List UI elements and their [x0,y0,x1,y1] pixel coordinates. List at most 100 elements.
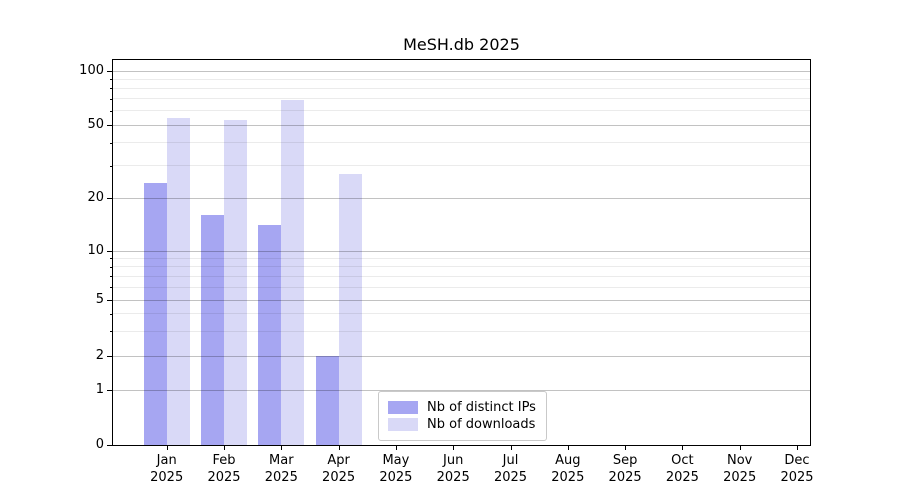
x-label-year: 2025 [150,470,184,485]
x-tick [224,446,225,450]
y-axis-label: 5 [95,292,104,307]
legend-swatch-downloads [388,418,418,431]
minor-gridline [113,87,810,89]
y-minor-tick [110,331,113,333]
x-axis-label: Mar 2025 [252,452,310,486]
legend-entry-downloads: Nb of downloads [388,417,536,432]
x-label-month: Jan [156,453,177,468]
x-tick [739,446,741,450]
major-gridline [113,70,810,72]
plot-area [112,59,811,446]
minor-gridline [113,266,810,268]
legend-label-distinct-ips: Nb of distinct IPs [427,400,536,415]
x-label-month: May [382,453,410,468]
x-axis-label: Oct 2025 [653,452,711,486]
y-axis-label: 0 [95,437,104,452]
x-label-year: 2025 [264,470,298,485]
y-minor-tick [110,266,113,268]
major-gridline [113,124,810,126]
x-tick [567,446,569,450]
x-label-year: 2025 [780,470,814,485]
x-tick [338,446,340,450]
x-label-month: Mar [269,453,294,468]
minor-gridline [113,313,810,315]
bar-distinct-ips-apr [315,356,339,445]
minor-gridline [113,142,810,144]
y-axis-label: 2 [95,348,104,363]
x-label-month: Aug [555,453,581,468]
y-minor-tick [110,88,113,90]
major-gridline [113,299,810,301]
y-minor-tick [110,79,113,81]
x-tick [682,446,684,450]
minor-gridline [113,78,810,80]
x-tick [797,446,798,450]
y-axis-label: 10 [87,243,104,258]
x-label-month: Sep [612,453,638,468]
y-axis-label: 1 [95,382,104,397]
y-major-tick [107,445,113,446]
x-label-year: 2025 [608,470,642,485]
minor-gridline [113,286,810,288]
x-axis-label: May 2025 [367,452,425,486]
y-axis-label: 20 [87,190,104,205]
x-label-month: Dec [784,453,810,468]
major-gridline [113,355,810,357]
x-axis-label: Apr 2025 [310,452,368,486]
chart-title: MeSH.db 2025 [403,35,520,54]
x-axis-label: Jan 2025 [138,452,196,486]
x-label-month: Oct [671,453,694,468]
bar-downloads-apr [338,174,362,445]
x-tick [395,446,397,450]
x-axis-label: Feb 2025 [195,452,253,486]
x-tick [166,446,168,450]
x-axis-label: Sep 2025 [596,452,654,486]
x-label-year: 2025 [493,470,528,485]
x-label-year: 2025 [379,470,413,485]
x-tick [510,446,512,450]
x-label-year: 2025 [665,470,699,485]
y-minor-tick [110,313,113,315]
legend: Nb of distinct IPs Nb of downloads [378,391,547,441]
x-tick [281,446,283,450]
x-tick [453,446,455,450]
y-minor-tick [110,98,113,100]
bar-downloads-jan [166,117,190,445]
y-minor-tick [110,276,113,278]
bar-distinct-ips-feb [201,215,224,445]
y-major-tick [107,390,113,391]
y-major-tick [107,251,113,252]
bar-distinct-ips-mar [258,225,282,445]
y-major-tick [107,356,113,357]
x-label-year: 2025 [551,470,585,485]
minor-gridline [113,110,810,112]
x-label-month: Nov [727,453,753,468]
y-axis-label: 50 [87,117,104,132]
x-label-year: 2025 [436,470,470,485]
y-major-tick [107,300,113,301]
x-label-month: Jul [502,453,519,468]
x-axis-label: Aug 2025 [539,452,597,486]
y-major-tick [107,125,113,126]
bar-downloads-mar [281,99,305,445]
x-label-year: 2025 [322,470,356,485]
legend-entry-distinct-ips: Nb of distinct IPs [388,400,536,415]
minor-gridline [113,330,810,332]
y-axis-label: 100 [79,63,104,78]
y-minor-tick [110,287,113,289]
major-gridline [113,250,810,252]
y-minor-tick [110,165,113,167]
minor-gridline [113,257,810,259]
x-axis-label: Dec 2025 [768,452,826,486]
bar-distinct-ips-jan [143,183,167,445]
legend-label-downloads: Nb of downloads [427,417,536,432]
x-axis-label: Jun 2025 [424,452,482,486]
major-gridline [113,389,810,391]
y-minor-tick [110,142,113,144]
x-label-month: Jun [443,453,464,468]
y-minor-tick [110,110,113,112]
minor-gridline [113,98,810,100]
x-label-month: Apr [327,453,350,468]
major-gridline [113,197,810,199]
